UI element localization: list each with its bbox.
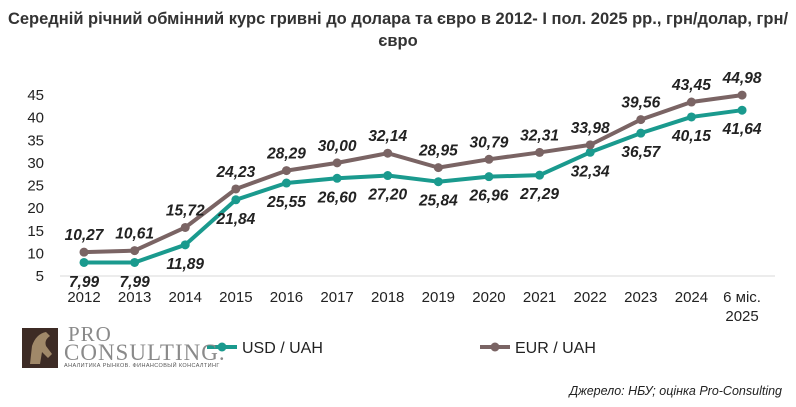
usd-uah-point xyxy=(535,170,545,180)
y-tick-label: 40 xyxy=(27,110,44,127)
eur-uah-data-label: 30,79 xyxy=(470,134,509,151)
usd-uah-data-label: 32,34 xyxy=(571,163,610,180)
x-tick-label: 2021 xyxy=(523,289,556,306)
eur-uah-point xyxy=(535,147,545,157)
x-tick-label: 2014 xyxy=(169,289,202,306)
x-axis: 2012 2013 2014 2015 2016 2017 2018 2019 2020 2021… xyxy=(67,289,761,325)
data-labels: 7,99 7,99 11,89 21,84 25,55 26,60 27,20 25,84 26… xyxy=(65,70,762,291)
x-tick-label: 2024 xyxy=(675,289,708,306)
eur-uah-point xyxy=(686,97,696,107)
usd-uah-point xyxy=(383,171,393,181)
eur-uah-point xyxy=(484,154,494,164)
y-tick-label: 10 xyxy=(27,245,44,262)
y-tick-label: 15 xyxy=(27,223,44,240)
x-tick-label: 2020 xyxy=(472,289,505,306)
x-tick-label: 2012 xyxy=(67,289,100,306)
usd-uah-point xyxy=(332,173,342,183)
legend-usd-marker xyxy=(217,342,227,352)
usd-uah-point xyxy=(686,112,696,122)
x-tick-label: 2016 xyxy=(270,289,303,306)
y-tick-label: 30 xyxy=(27,155,44,172)
series-markers xyxy=(79,90,747,267)
usd-uah-point xyxy=(636,128,646,138)
eur-uah-line xyxy=(82,93,745,255)
y-tick-label: 5 xyxy=(36,268,44,285)
usd-uah-data-label: 41,64 xyxy=(722,121,762,138)
usd-uah-data-label: 36,57 xyxy=(621,144,661,161)
eur-uah-point xyxy=(737,90,747,100)
eur-uah-point xyxy=(433,163,443,173)
usd-uah-data-label: 7,99 xyxy=(69,274,100,291)
eur-uah-point xyxy=(130,246,140,256)
eur-uah-point xyxy=(79,247,89,257)
usd-uah-point xyxy=(433,177,443,187)
usd-uah-data-label: 27,29 xyxy=(519,186,559,203)
usd-uah-point xyxy=(79,257,89,267)
usd-uah-data-label: 25,55 xyxy=(266,194,306,211)
eur-uah-point xyxy=(383,148,393,158)
eur-uah-point xyxy=(585,140,595,150)
eur-uah-data-label: 28,95 xyxy=(418,143,458,160)
x-tick-label: 2018 xyxy=(371,289,404,306)
eur-uah-point xyxy=(231,184,241,194)
usd-uah-point xyxy=(737,105,747,115)
usd-uah-data-label: 7,99 xyxy=(120,274,151,291)
eur-uah-data-label: 33,98 xyxy=(571,120,610,137)
logo-pro-text: PRO xyxy=(68,322,112,346)
usd-uah-data-label: 25,84 xyxy=(418,193,458,210)
chart-title: Середній річний обмінний курс гривні до … xyxy=(7,10,789,50)
x-tick-label: 2019 xyxy=(422,289,455,306)
eur-uah-point xyxy=(281,166,291,176)
usd-uah-point xyxy=(231,195,241,205)
usd-uah-point xyxy=(585,147,595,157)
source-note: Джерело: НБУ; оцінка Pro-Consulting xyxy=(569,384,782,398)
eur-uah-data-label: 32,14 xyxy=(368,128,407,145)
horse-emblem-icon xyxy=(22,328,58,368)
usd-uah-point xyxy=(281,178,291,188)
legend: USD / UAH EUR / UAH xyxy=(207,340,596,357)
x-tick-label: 2015 xyxy=(219,289,252,306)
eur-uah-data-label: 28,29 xyxy=(266,146,306,163)
y-tick-label: 25 xyxy=(27,178,44,195)
x-tick-label: 2022 xyxy=(574,289,607,306)
usd-uah-data-label: 27,20 xyxy=(367,187,407,204)
usd-uah-point xyxy=(180,240,190,250)
legend-eur-label: EUR / UAH xyxy=(515,340,596,357)
eur-uah-data-label: 10,27 xyxy=(65,227,105,244)
usd-uah-data-label: 26,96 xyxy=(469,188,509,205)
eur-uah-data-label: 10,61 xyxy=(115,226,154,243)
y-tick-label: 35 xyxy=(27,132,44,149)
x-tick-label: 2023 xyxy=(624,289,657,306)
eur-uah-point xyxy=(180,222,190,232)
x-tick-label: 2017 xyxy=(320,289,353,306)
eur-uah-point xyxy=(636,115,646,125)
eur-uah-data-label: 44,98 xyxy=(722,70,762,87)
usd-uah-point xyxy=(484,172,494,182)
eur-uah-point xyxy=(332,158,342,168)
usd-uah-data-label: 21,84 xyxy=(215,211,255,228)
eur-uah-data-label: 32,31 xyxy=(520,127,559,144)
usd-uah-point xyxy=(130,257,140,267)
eur-uah-data-label: 15,72 xyxy=(166,202,205,219)
x-tick-label: 2013 xyxy=(118,289,151,306)
y-tick-label: 20 xyxy=(27,200,44,217)
pro-consulting-logo: PRO CONSULTING. АНАЛИТИКА РЫНКОВ. ФИНАНС… xyxy=(20,322,225,372)
logo-tagline: АНАЛИТИКА РЫНКОВ. ФИНАНСОВЫЙ КОНСАЛТИНГ xyxy=(64,363,220,369)
usd-uah-data-label: 40,15 xyxy=(671,128,711,145)
eur-uah-data-label: 39,56 xyxy=(621,95,660,112)
eur-uah-data-label: 43,45 xyxy=(671,77,711,94)
y-axis: 5 10 15 20 25 30 35 40 45 xyxy=(27,87,44,285)
logo-consulting-text: CONSULTING. xyxy=(64,340,226,365)
x-tick-label: 6 міс. 2025 xyxy=(723,289,761,325)
usd-uah-data-label: 11,89 xyxy=(166,256,204,273)
y-tick-label: 45 xyxy=(27,87,44,104)
eur-uah-data-label: 24,23 xyxy=(215,164,255,181)
legend-eur-marker xyxy=(490,342,500,352)
series-lines xyxy=(82,93,745,265)
eur-uah-data-label: 30,00 xyxy=(318,138,357,155)
legend-usd-label: USD / UAH xyxy=(242,340,323,357)
usd-uah-data-label: 26,60 xyxy=(317,189,357,206)
usd-uah-line xyxy=(82,108,745,265)
